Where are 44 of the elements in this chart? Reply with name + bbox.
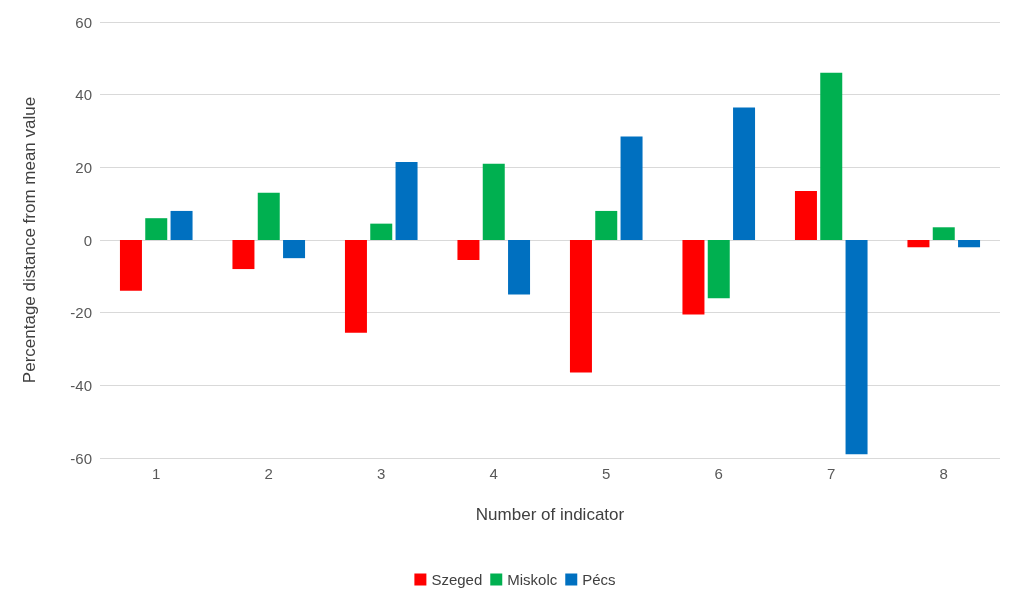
- bar: [232, 240, 255, 270]
- x-tick-label: 1: [152, 465, 161, 482]
- y-axis-title: Percentage distance from mean value: [20, 96, 39, 384]
- x-tick-label: 6: [714, 465, 723, 482]
- bar: [794, 190, 817, 240]
- bar: [620, 136, 643, 240]
- bar: [457, 240, 480, 260]
- legend-label: Miskolc: [507, 571, 558, 588]
- bar: [907, 240, 930, 248]
- bar: [170, 210, 193, 240]
- y-tick-label: -20: [70, 304, 92, 322]
- legend-label: Pécs: [582, 571, 616, 588]
- bar: [682, 240, 705, 315]
- bar: [508, 240, 531, 295]
- x-tick-label: 7: [827, 465, 836, 482]
- bar: [395, 161, 418, 240]
- y-tick-label: 20: [75, 158, 92, 176]
- x-tick-label: 2: [264, 465, 273, 482]
- y-tick-label: -60: [70, 449, 92, 467]
- bar: [707, 240, 730, 299]
- bar: [482, 163, 505, 240]
- y-tick-label: 0: [83, 231, 92, 249]
- bar: [820, 72, 843, 240]
- bar: [257, 192, 280, 240]
- bar: [283, 240, 306, 259]
- legend-label: Szeged: [431, 571, 483, 588]
- bar: [595, 210, 618, 240]
- bar: [845, 240, 868, 455]
- x-tick-label: 3: [377, 465, 386, 482]
- x-axis-title: Number of indicator: [475, 505, 625, 524]
- x-tick-label: 4: [489, 465, 498, 482]
- bar: [145, 218, 168, 240]
- x-tick-label: 5: [602, 465, 611, 482]
- x-tick-label: 8: [939, 465, 948, 482]
- y-tick-label: 60: [75, 13, 92, 31]
- y-tick-label: -40: [70, 376, 92, 394]
- bar: [119, 240, 142, 291]
- bar: [370, 223, 393, 240]
- bar: [569, 240, 592, 373]
- bar: [932, 227, 955, 240]
- bar: [733, 107, 756, 240]
- y-tick-label: 40: [75, 86, 92, 104]
- bar: [344, 240, 367, 333]
- bar: [958, 240, 981, 248]
